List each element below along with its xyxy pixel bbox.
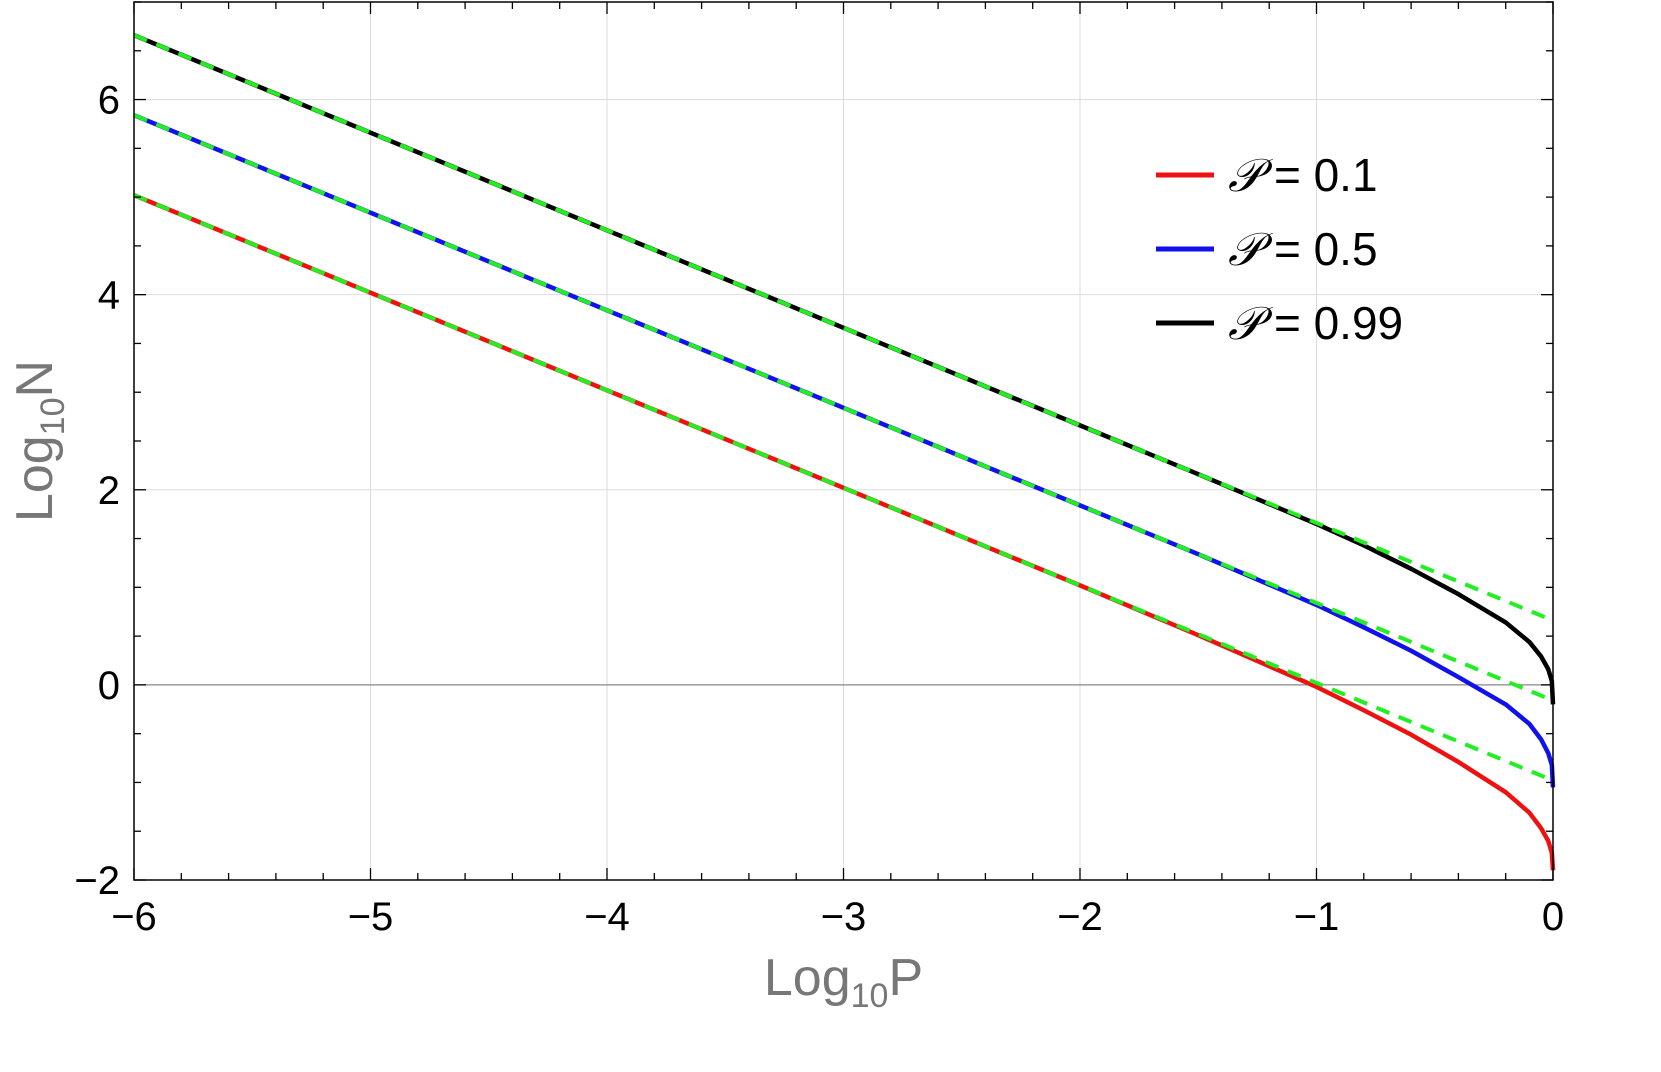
x-tick-label-5: −1 (1294, 895, 1340, 939)
x-tick-label-3: −3 (821, 895, 867, 939)
tick-labels: −6 −5 −4 −3 −2 −1 0 −2 0 2 4 6 (74, 79, 1564, 939)
asymptote-line-3 (133, 193, 1554, 783)
asymptote-line-4 (133, 113, 1554, 703)
y-tick-label-0: −2 (74, 859, 120, 903)
y-axis-title-variable: N (6, 360, 64, 398)
x-axis-title-subscript: 10 (851, 977, 889, 1015)
plot-series (133, 33, 1556, 871)
x-tick-label-2: −4 (584, 895, 630, 939)
series-line-1 (133, 113, 1556, 788)
legend-value-0: = 0.1 (1261, 149, 1377, 201)
legend-label-1: 𝒫 = 0.5 (1228, 222, 1378, 276)
y-axis-title-subscript: 10 (34, 397, 72, 435)
x-axis-title: Log10P (764, 949, 923, 1015)
x-axis-title-main: Log (764, 949, 851, 1007)
y-tick-label-4: 6 (98, 79, 120, 123)
series-line-0 (133, 193, 1556, 871)
x-tick-label-1: −5 (348, 895, 394, 939)
x-tick-label-6: 0 (1542, 895, 1564, 939)
y-tick-label-2: 2 (98, 469, 120, 513)
legend-label-2: 𝒫 = 0.99 (1228, 296, 1403, 350)
axis-ticks (133, 1, 1554, 881)
y-axis-title: Log10N (6, 360, 72, 522)
x-tick-label-0: −6 (111, 895, 157, 939)
legend: 𝒫 = 0.1 𝒫 = 0.5 𝒫 = 0.99 (1156, 148, 1403, 350)
series-line-2 (133, 33, 1556, 705)
y-tick-label-3: 4 (98, 274, 120, 318)
legend-value-1: = 0.5 (1261, 223, 1377, 275)
x-axis-title-variable: P (888, 949, 923, 1007)
y-tick-label-1: 0 (98, 664, 120, 708)
grid-lines (134, 2, 1553, 880)
legend-value-2: = 0.99 (1261, 297, 1403, 349)
x-tick-label-4: −2 (1057, 895, 1103, 939)
legend-label-0: 𝒫 = 0.1 (1228, 148, 1378, 202)
asymptote-line-5 (133, 33, 1554, 623)
y-axis-title-main: Log (6, 435, 64, 522)
